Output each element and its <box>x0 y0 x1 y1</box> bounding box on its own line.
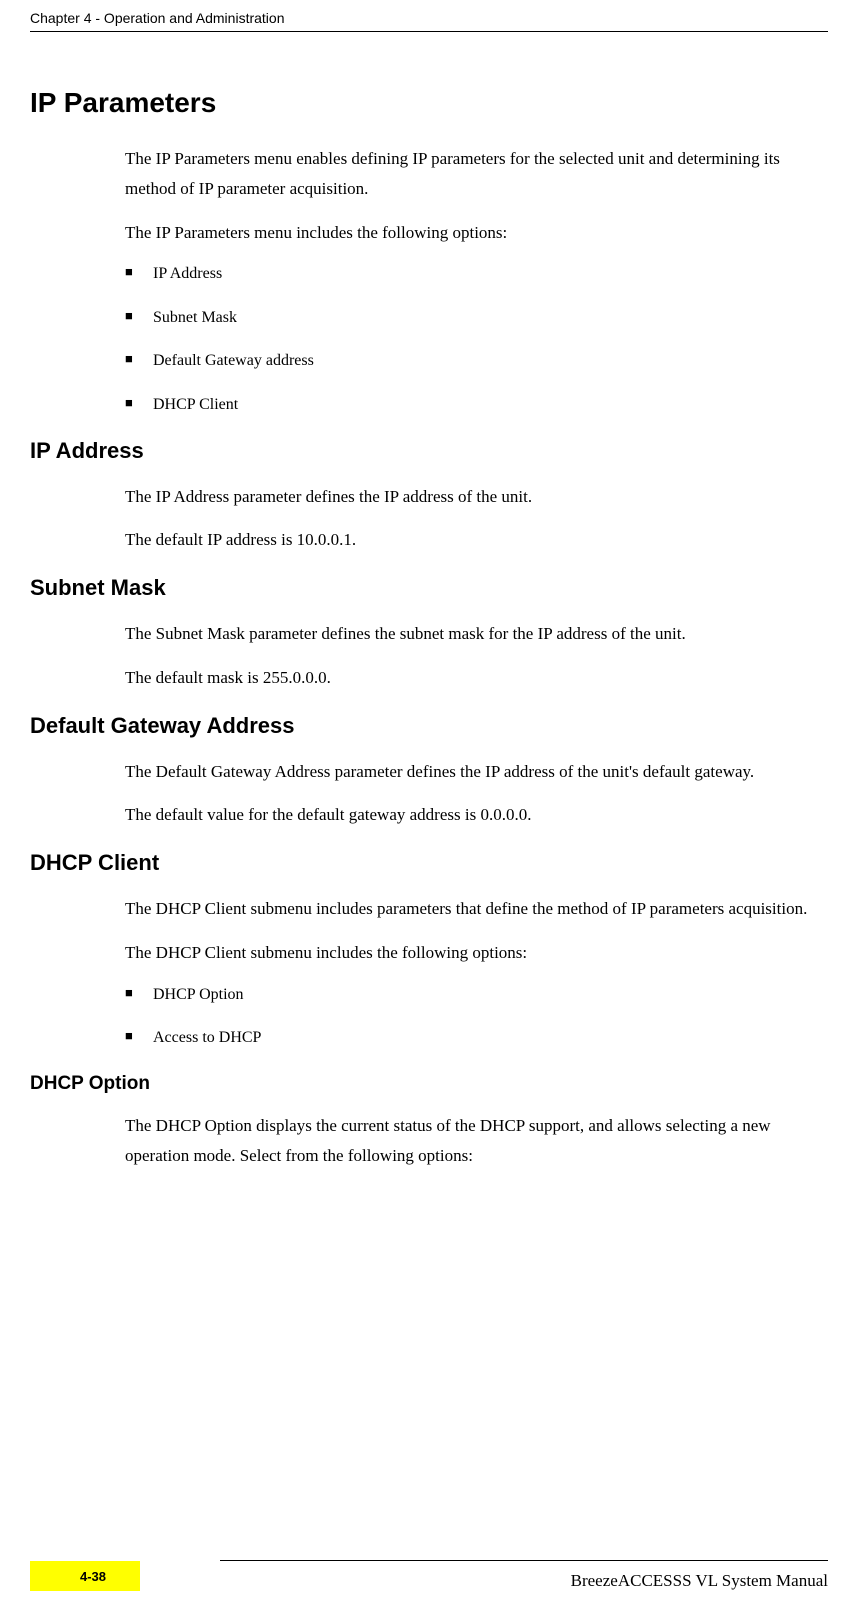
options-list: DHCP Option Access to DHCP <box>125 982 828 1051</box>
page-header: Chapter 4 - Operation and Administration <box>30 0 828 32</box>
page-number-highlight: 4-38 <box>30 1561 140 1591</box>
subsubsection-title: DHCP Option <box>30 1073 828 1095</box>
list-item: Access to DHCP <box>125 1025 828 1051</box>
body-paragraph: The Subnet Mask parameter defines the su… <box>125 619 828 649</box>
page-footer: BreezeACCESSS VL System Manual 4-38 <box>0 1560 858 1591</box>
list-item: DHCP Option <box>125 982 828 1008</box>
body-paragraph: The default value for the default gatewa… <box>125 800 828 830</box>
page-number: 4-38 <box>80 1569 106 1584</box>
list-item: IP Address <box>125 261 828 287</box>
body-paragraph: The default IP address is 10.0.0.1. <box>125 525 828 555</box>
list-item: DHCP Client <box>125 392 828 418</box>
list-item: Subnet Mask <box>125 305 828 331</box>
subsection-title: IP Address <box>30 438 828 464</box>
list-item: Default Gateway address <box>125 348 828 374</box>
manual-name: BreezeACCESSS VL System Manual <box>220 1571 828 1591</box>
footer-rule: BreezeACCESSS VL System Manual <box>220 1560 828 1591</box>
body-paragraph: The DHCP Option displays the current sta… <box>125 1111 828 1171</box>
document-page: Chapter 4 - Operation and Administration… <box>0 0 858 1603</box>
chapter-label: Chapter 4 - Operation and Administration <box>30 10 284 26</box>
body-paragraph: The DHCP Client submenu includes paramet… <box>125 894 828 924</box>
body-paragraph: The DHCP Client submenu includes the fol… <box>125 938 828 968</box>
subsection-title: DHCP Client <box>30 850 828 876</box>
section-title: IP Parameters <box>30 87 828 119</box>
body-paragraph: The Default Gateway Address parameter de… <box>125 757 828 787</box>
subsection-title: Default Gateway Address <box>30 713 828 739</box>
body-paragraph: The default mask is 255.0.0.0. <box>125 663 828 693</box>
options-list: IP Address Subnet Mask Default Gateway a… <box>125 261 828 417</box>
body-paragraph: The IP Parameters menu includes the foll… <box>125 218 828 248</box>
body-paragraph: The IP Parameters menu enables defining … <box>125 144 828 204</box>
subsection-title: Subnet Mask <box>30 575 828 601</box>
body-paragraph: The IP Address parameter defines the IP … <box>125 482 828 512</box>
